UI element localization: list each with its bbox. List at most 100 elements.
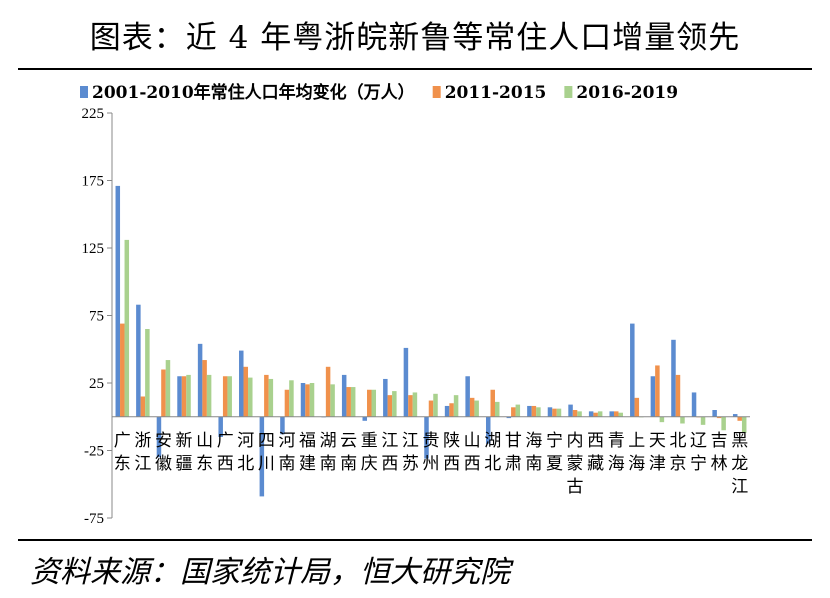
bar-s0-c22 <box>568 404 573 417</box>
x-label-3-0: 新 <box>176 431 193 451</box>
bar-s1-c23 <box>593 412 598 417</box>
bar-s1-c7 <box>264 374 269 417</box>
x-label-10-1: 南 <box>320 454 337 474</box>
source-note: 资料来源：国家统计局，恒大研究院 <box>30 555 510 590</box>
x-label-7-0: 四 <box>258 431 275 451</box>
legend-label-2: 2016-2019 <box>576 83 678 103</box>
bar-s2-c20 <box>536 407 541 417</box>
bar-s2-c17 <box>474 400 479 417</box>
x-axis-labels: 广东浙江安徽新疆山东广西河北四川河南福建湖南云南重庆江西江苏贵州陕西山西湖北甘肃… <box>114 431 748 497</box>
bar-s0-c29 <box>712 410 717 417</box>
bar-s0-c6 <box>239 350 244 417</box>
bar-s1-c1 <box>140 396 146 417</box>
x-label-15-1: 州 <box>423 454 440 474</box>
bar-s2-c23 <box>597 411 603 417</box>
x-label-10-0: 湖 <box>320 431 337 451</box>
x-label-20-1: 南 <box>525 454 542 474</box>
y-tick-label-4: 25 <box>89 376 104 392</box>
bar-s2-c30 <box>741 416 747 433</box>
bar-s0-c20 <box>527 405 532 417</box>
y-tick-label-2: 125 <box>82 241 105 257</box>
bar-s0-c19 <box>506 416 512 419</box>
legend-swatch-1 <box>432 86 441 98</box>
y-tick-label-6: -75 <box>84 511 104 527</box>
bar-s2-c1 <box>145 329 150 417</box>
x-label-17-0: 山 <box>464 431 481 451</box>
x-label-28-0: 辽 <box>690 431 707 451</box>
bar-s0-c30 <box>732 414 738 417</box>
bar-s2-c24 <box>618 412 623 417</box>
x-label-25-1: 海 <box>628 454 645 474</box>
bar-s0-c9 <box>300 383 306 417</box>
x-label-23-1: 藏 <box>587 454 604 474</box>
bar-s2-c26 <box>659 416 665 423</box>
bar-s0-c2 <box>156 416 162 458</box>
bar-s1-c13 <box>387 395 393 417</box>
x-label-0-1: 东 <box>114 454 131 474</box>
bars <box>115 185 747 497</box>
bar-s1-c22 <box>572 410 578 417</box>
bar-s1-c21 <box>552 408 557 417</box>
bar-s1-c14 <box>408 395 413 417</box>
bar-s2-c18 <box>494 401 500 417</box>
x-label-9-0: 福 <box>299 431 316 451</box>
bar-s0-c15 <box>424 416 429 459</box>
y-axis: 225 175 125 75 25 -25 -75 <box>82 106 113 527</box>
bar-s2-c7 <box>268 378 274 417</box>
bar-s0-c16 <box>444 405 450 417</box>
bar-s0-c4 <box>197 343 203 417</box>
x-label-17-1: 西 <box>464 454 481 474</box>
bar-s2-c14 <box>412 392 418 417</box>
x-label-9-1: 建 <box>299 454 316 474</box>
bar-s1-c27 <box>675 374 681 417</box>
x-label-18-0: 湖 <box>484 431 501 451</box>
bar-s2-c12 <box>371 389 377 417</box>
bar-s2-c22 <box>577 411 582 417</box>
bar-s0-c23 <box>588 411 594 417</box>
bar-s1-c11 <box>346 387 351 417</box>
bar-s2-c0 <box>124 239 130 417</box>
bar-s2-c2 <box>165 360 171 417</box>
x-label-8-0: 河 <box>278 431 295 451</box>
x-label-22-0: 内 <box>567 431 584 451</box>
x-label-16-1: 西 <box>443 454 460 474</box>
population-bar-chart: 2001-2010年常住人口年均变化（万人） 2011-2015 2016-2019… <box>80 82 750 527</box>
x-label-0-0: 广 <box>114 431 131 451</box>
bar-s2-c28 <box>700 416 706 425</box>
bar-s0-c18 <box>485 416 491 444</box>
bar-s1-c10 <box>325 366 331 417</box>
y-tick-label-1: 175 <box>82 174 105 190</box>
x-label-12-1: 庆 <box>361 454 378 474</box>
x-label-21-0: 宁 <box>546 431 563 451</box>
bar-s0-c7 <box>259 416 265 497</box>
bar-s2-c9 <box>309 383 315 417</box>
bar-s1-c20 <box>531 405 537 417</box>
bar-s2-c29 <box>721 416 726 431</box>
bar-s0-c13 <box>383 378 388 417</box>
bar-s1-c18 <box>490 389 495 417</box>
x-label-24-0: 青 <box>608 431 625 451</box>
bar-s1-c29 <box>716 416 722 419</box>
bar-s0-c24 <box>609 411 614 417</box>
x-label-11-1: 南 <box>340 454 357 474</box>
x-label-5-0: 广 <box>217 431 234 451</box>
legend-label-1: 2011-2015 <box>445 83 547 103</box>
bar-s1-c6 <box>243 366 249 417</box>
x-label-2-0: 安 <box>155 431 172 451</box>
bar-s1-c5 <box>222 376 228 417</box>
bar-s1-c9 <box>305 384 310 417</box>
bar-s1-c0 <box>120 323 125 417</box>
bar-s2-c8 <box>289 380 294 417</box>
x-label-29-0: 吉 <box>711 431 728 451</box>
x-label-14-1: 苏 <box>402 454 419 474</box>
bar-s2-c4 <box>206 374 212 417</box>
x-label-23-0: 西 <box>587 431 604 451</box>
bar-s0-c27 <box>671 339 676 417</box>
x-label-30-0: 黑 <box>731 431 748 451</box>
x-label-5-1: 西 <box>217 454 234 474</box>
x-label-8-1: 南 <box>278 454 295 474</box>
bar-s1-c3 <box>181 376 187 417</box>
bar-s0-c25 <box>630 323 635 417</box>
x-label-6-0: 河 <box>237 431 254 451</box>
x-label-18-1: 北 <box>484 454 501 474</box>
